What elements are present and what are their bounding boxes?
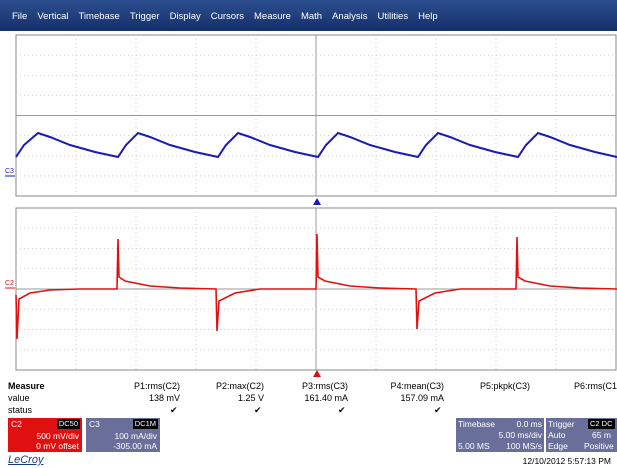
rate: 100 MS/s xyxy=(506,441,542,451)
menu-item[interactable]: Timebase xyxy=(78,11,120,22)
samples: 5.00 MS xyxy=(458,441,490,451)
menu-item[interactable]: Vertical xyxy=(37,11,69,22)
measure-name: P2:max(C2) xyxy=(215,381,264,391)
measure-name: P3:rms(C3) xyxy=(301,381,348,391)
measure-value: 157.09 mA xyxy=(400,393,444,403)
menu-item[interactable]: Display xyxy=(169,11,201,22)
scope-display: C3 C2 xyxy=(5,34,617,377)
c3-trace xyxy=(15,131,617,159)
trigger-marker-lower xyxy=(313,370,321,377)
timebase-box[interactable]: Timebase 0.0 ms 5.00 ms/div 5.00 MS 100 … xyxy=(456,418,544,452)
measure-name: P5:pkpk(C3) xyxy=(479,381,530,391)
menu-bar: File Vertical Timebase Trigger Display Cursor… xyxy=(0,0,617,31)
status-check: ✔ xyxy=(434,405,442,415)
trigger-marker-upper xyxy=(313,198,321,205)
channel-name: C2 xyxy=(11,419,22,429)
c3-box[interactable]: C3 DC1M 100 mA/div -305.00 mA xyxy=(86,418,160,452)
trigger-box[interactable]: Trigger C2 DC Auto 65 m Edge Positive xyxy=(546,418,617,452)
channel-name: C3 xyxy=(89,419,100,429)
offset: 0 mV offset xyxy=(36,441,79,451)
row-label: value xyxy=(8,393,30,403)
coupling: DC50 xyxy=(56,419,80,429)
measure-name: P4:mean(C3) xyxy=(390,381,444,391)
measure-value: 138 mV xyxy=(148,393,180,403)
c2-label: C2 xyxy=(5,280,14,287)
menu-item[interactable]: Help xyxy=(418,11,438,22)
c3-label: C3 xyxy=(5,168,14,175)
row-label: status xyxy=(8,405,33,415)
menu-item[interactable]: Trigger xyxy=(129,11,160,22)
status-check: ✔ xyxy=(254,405,262,415)
brand-logo: LeCroy xyxy=(8,454,44,466)
delay: 0.0 ms xyxy=(516,419,542,429)
scale: 500 mV/div xyxy=(36,431,79,441)
menu-item[interactable]: Utilities xyxy=(377,11,409,22)
trigger-mode: Auto xyxy=(548,430,566,440)
offset: -305.00 mA xyxy=(113,441,157,451)
coupling: DC1M xyxy=(132,419,158,429)
trigger-level: 65 m xyxy=(592,430,611,440)
c2-trace xyxy=(15,233,617,340)
menu-item[interactable]: File xyxy=(12,11,28,22)
measure-name: P6:rms(C1 xyxy=(573,381,617,391)
time-scale: 5.00 ms/div xyxy=(498,430,542,440)
scale: 100 mA/div xyxy=(114,431,157,441)
trigger-type: Edge xyxy=(548,441,568,451)
measure-name: P1:rms(C2) xyxy=(133,381,180,391)
status-check: ✔ xyxy=(338,405,346,415)
trigger-source: C2 DC xyxy=(588,419,615,429)
measure-title: Measure xyxy=(8,381,45,391)
menu-item[interactable]: Analysis xyxy=(332,11,368,22)
measure-value: 1.25 V xyxy=(237,393,264,403)
timestamp: 12/10/2012 5:57:13 PM xyxy=(522,456,611,466)
menu-item[interactable]: Math xyxy=(300,11,323,22)
trigger-slope: Positive xyxy=(584,441,614,451)
c2-box[interactable]: C2 DC50 500 mV/div 0 mV offset xyxy=(8,418,82,452)
timebase-title: Timebase xyxy=(458,419,496,429)
trigger-title: Trigger xyxy=(548,419,575,429)
menu-item[interactable]: Measure xyxy=(254,11,291,22)
measure-value: 161.40 mA xyxy=(304,393,348,403)
menu-item[interactable]: Cursors xyxy=(210,11,244,22)
status-check: ✔ xyxy=(170,405,178,415)
